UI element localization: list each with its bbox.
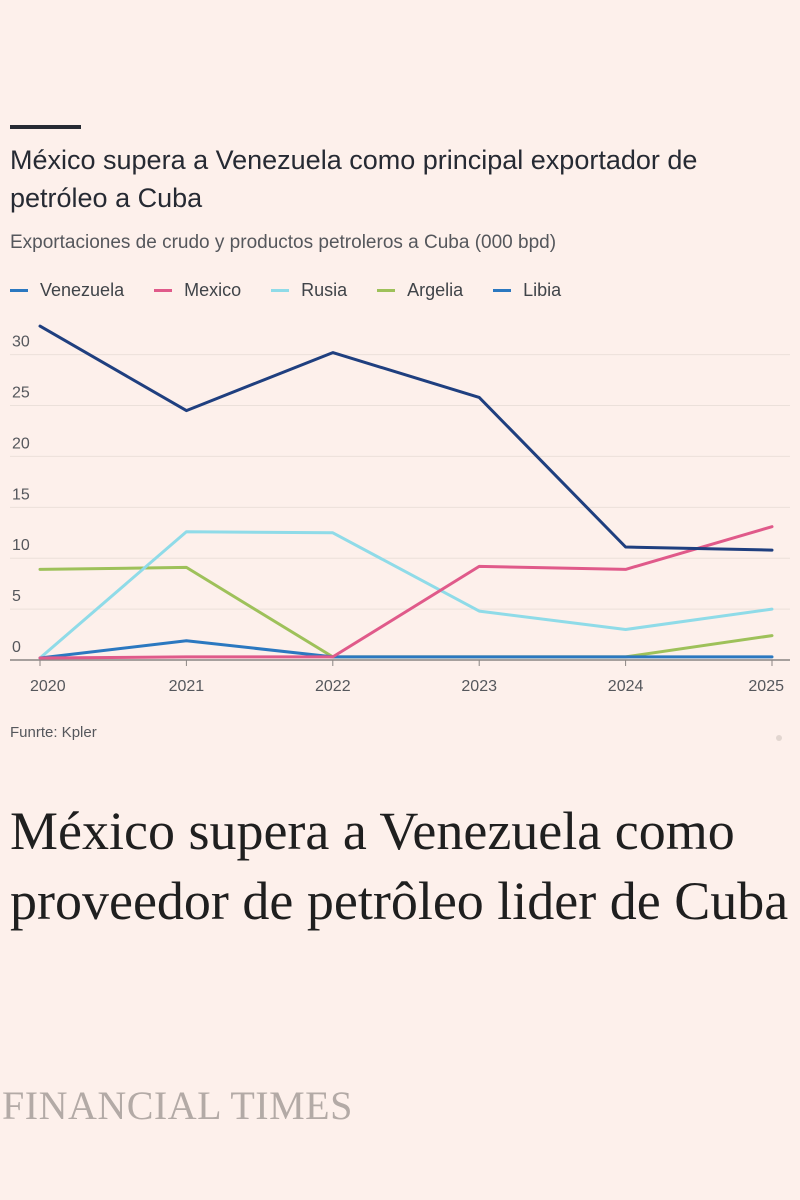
x-tick-label-2022: 2022	[315, 678, 351, 695]
legend-swatch-rusia	[271, 288, 290, 292]
y-tick-label-30: 30	[12, 334, 30, 351]
x-tick-label-2025: 2025	[748, 678, 784, 695]
y-tick-label-5: 5	[12, 588, 21, 605]
article-headline: México supera a Venezuela como proveedor…	[10, 801, 789, 931]
legend-swatch-venezuela	[10, 288, 28, 292]
x-tick-label-2024: 2024	[608, 678, 644, 695]
chart-legend: Venezuela Mexico Rusia Argelia Libia	[10, 278, 591, 302]
series-line-mexico	[38, 525, 774, 660]
y-tick-label-10: 10	[12, 537, 30, 554]
legend-swatch-mexico	[154, 288, 173, 292]
legend-label-argelia: Argelia	[407, 279, 464, 300]
x-tick-label-2020: 2020	[30, 678, 66, 695]
top-rule	[10, 125, 81, 129]
y-tick-label-20: 20	[12, 435, 30, 452]
y-tick-label-0: 0	[12, 639, 21, 656]
corner-dot	[776, 735, 782, 741]
legend-swatch-libia	[493, 288, 512, 292]
x-tick-label-2021: 2021	[169, 678, 205, 695]
legend-item-venezuela: Venezuela	[10, 280, 124, 301]
series-line-libia	[38, 639, 774, 660]
y-tick-label-15: 15	[12, 486, 30, 503]
chart-title: México supera a Venezuela como principal…	[10, 145, 698, 213]
legend-item-libia: Libia	[493, 280, 561, 301]
legend-item-rusia: Rusia	[271, 280, 347, 301]
legend-item-mexico: Mexico	[154, 280, 241, 301]
chart-subtitle: Exportaciones de crudo y productos petro…	[10, 232, 557, 253]
x-tick-label-2023: 2023	[461, 678, 497, 695]
legend-label-libia: Libia	[523, 279, 562, 300]
y-tick-label-25: 25	[12, 385, 30, 402]
series-line-venezuela	[38, 324, 774, 552]
legend-label-rusia: Rusia	[301, 279, 348, 300]
chart-source: Funrte: Kpler	[10, 724, 97, 741]
publication-wordmark: FINANCIAL TIMES	[2, 1083, 353, 1128]
legend-item-argelia: Argelia	[377, 280, 463, 301]
legend-swatch-argelia	[377, 288, 396, 292]
legend-label-mexico: Mexico	[184, 279, 242, 300]
legend-label-venezuela: Venezuela	[40, 279, 125, 300]
series-line-rusia	[38, 530, 774, 660]
